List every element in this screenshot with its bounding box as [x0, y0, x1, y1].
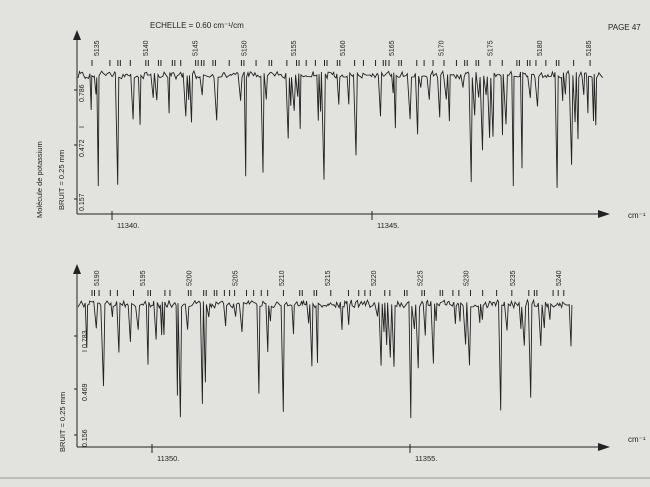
line-number-label: 5135 [94, 40, 101, 56]
y-tick-label: 0.783 [82, 330, 89, 348]
line-number-label: 5170 [438, 40, 445, 56]
spectrum-trace [77, 69, 604, 188]
spectrum-panel-1: 0.786 0.472 0.157 I 11340. 11345. cm⁻¹ 5135 5140… [73, 30, 646, 230]
spectrum-panel-2: 0.783 0.469 0.156 I 11350. 11355. cm⁻¹ 5190 5195… [73, 264, 646, 463]
line-markers [91, 60, 591, 66]
x-axis-arrow [598, 443, 610, 451]
line-number-label: 5205 [233, 270, 240, 286]
line-number-label: 5195 [140, 270, 147, 286]
line-number-label: 5175 [488, 40, 495, 56]
y-axis-arrow [73, 30, 81, 40]
x-tick-label: 11340. [117, 221, 139, 230]
y-tick-label: 0.469 [82, 383, 89, 401]
line-markers [91, 290, 565, 296]
line-number-label: 5145 [192, 40, 199, 56]
y-tick-label: 0.786 [79, 84, 86, 102]
line-number-label: 5225 [417, 270, 424, 286]
line-number-label: 5220 [371, 270, 378, 286]
x-tick-label: 11350. [157, 454, 179, 463]
x-axis-arrow [598, 210, 610, 218]
page-number: PAGE 47 [608, 23, 641, 32]
line-number-label: 5190 [94, 270, 101, 286]
intensity-symbol: I [82, 350, 89, 352]
y-tick-label: 0.472 [79, 139, 86, 157]
line-number-label: 5200 [186, 270, 193, 286]
x-tick-label: 11355. [415, 454, 437, 463]
line-number-label: 5215 [325, 270, 332, 286]
x-tick-label: 11345. [377, 221, 399, 230]
line-number-label: 5150 [242, 40, 249, 56]
line-number-label: 5210 [279, 270, 286, 286]
line-number-label: 5165 [389, 40, 396, 56]
x-unit-label: cm⁻¹ [628, 211, 646, 220]
y-tick-label: 0.156 [82, 429, 89, 447]
line-number-label: 5230 [464, 270, 471, 286]
line-number-label: 5185 [586, 40, 593, 56]
line-number-label: 5160 [340, 40, 347, 56]
line-number-label: 5155 [291, 40, 298, 56]
scale-label: ECHELLE = 0.60 cm⁻¹/cm [150, 21, 244, 30]
line-number-label: 5180 [537, 40, 544, 56]
x-unit-label: cm⁻¹ [628, 435, 646, 444]
y-axis-arrow [73, 264, 81, 274]
y-tick-label: 0.157 [79, 193, 86, 211]
line-number-label: 5140 [143, 40, 150, 56]
line-number-label: 5240 [556, 270, 563, 286]
line-number-label: 5235 [510, 270, 517, 286]
spectrum-trace [77, 298, 573, 419]
intensity-symbol: I [79, 126, 86, 128]
